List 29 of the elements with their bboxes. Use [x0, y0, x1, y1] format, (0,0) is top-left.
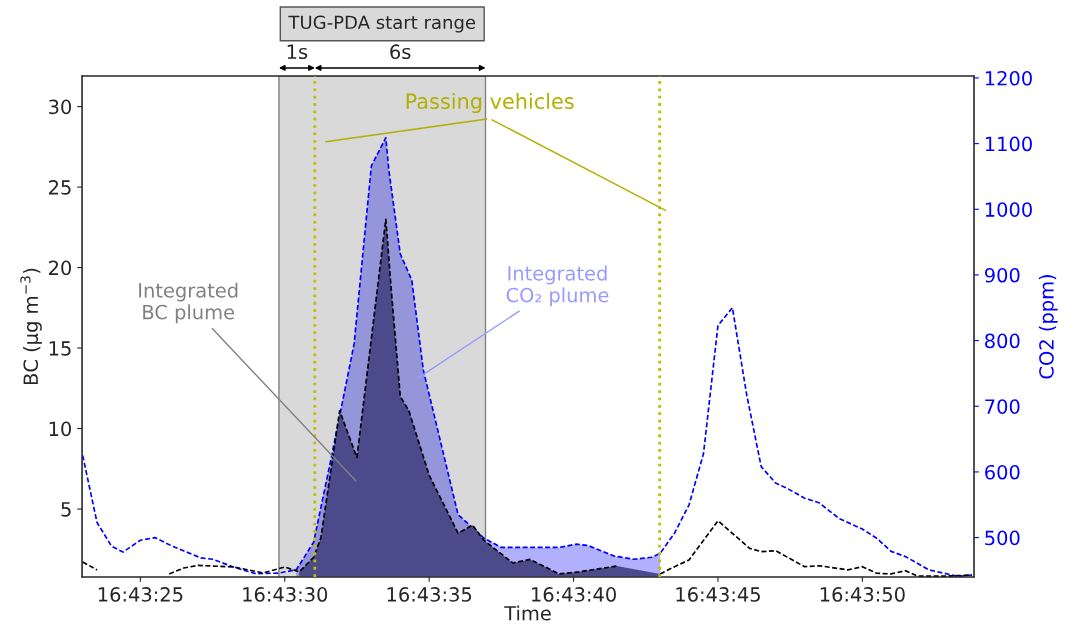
x-tick-label: 16:43:45: [676, 587, 760, 602]
y2-tick-label: 1000: [985, 202, 1032, 217]
annotation: Integrated BC plume: [139, 282, 238, 324]
x-tick-label: 16:43:40: [532, 587, 616, 602]
x-tick-label: 16:43:50: [820, 587, 905, 602]
y2-tick-label: 700: [985, 399, 1020, 414]
y-tick-label: 25: [49, 180, 71, 195]
text: 1s: [287, 44, 308, 60]
x-tick-label: 16:43:30: [243, 587, 328, 602]
y-tick-label: 10: [49, 421, 72, 437]
x-axis-title: Time: [504, 605, 551, 621]
y2-tick-label: 600: [985, 464, 1020, 480]
y2-tick-label: 800: [985, 333, 1020, 349]
y2-tick-label: 1100: [985, 136, 1032, 152]
y2-tick-label: 500: [985, 530, 1020, 546]
band-label: TUG-PDA start range: [288, 15, 476, 33]
y-tick-label: 30: [49, 99, 72, 115]
y2-axis-title: CO2 (ppm): [1038, 275, 1058, 379]
y2-tick-label: 1200: [985, 70, 1032, 86]
y-axis-title: BC (µg m$^{−3}$): [20, 268, 42, 385]
x-tick-label: 16:43:35: [387, 587, 472, 602]
y2-tick-label: 900: [984, 267, 1020, 283]
y-tick-label: 15: [49, 341, 71, 356]
y-tick-label: 5: [61, 502, 71, 517]
annotation: Passing vehicles: [406, 92, 574, 114]
text: 6s: [390, 44, 411, 60]
x-tick-label: 16:43:25: [98, 587, 183, 602]
annotation: Integrated CO₂ plume: [506, 265, 609, 307]
y-tick-label: 20: [49, 260, 72, 276]
